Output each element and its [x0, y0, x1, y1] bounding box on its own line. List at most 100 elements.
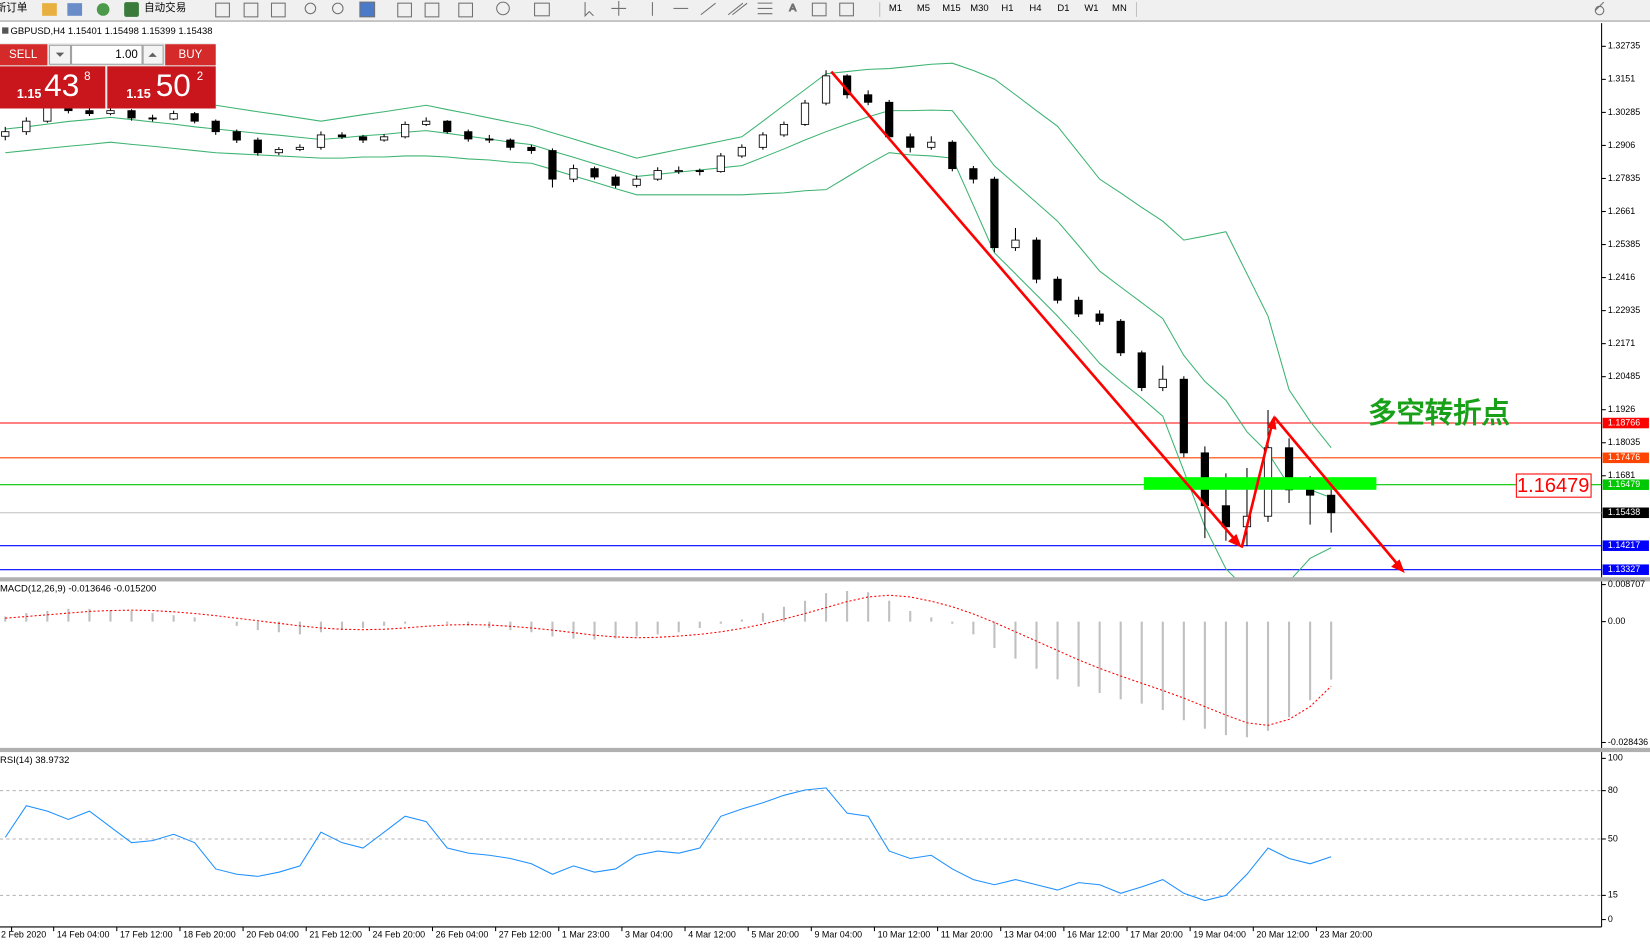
timeframe-button[interactable]: M30 — [970, 3, 988, 14]
icon[interactable] — [243, 2, 259, 18]
icon — [148, 52, 157, 57]
timeframe-button[interactable]: D1 — [1057, 3, 1069, 14]
timeframe-button[interactable]: M5 — [917, 3, 930, 14]
crosshair-tool[interactable] — [611, 1, 627, 16]
icon[interactable] — [42, 3, 57, 16]
level-label-bg — [1602, 564, 1649, 575]
trend-arrow — [1273, 416, 1401, 568]
timeframe-button[interactable]: MN — [1112, 3, 1127, 14]
candle-body — [1032, 239, 1041, 280]
panel-separator — [0, 747, 1650, 753]
price-small[interactable]: 2 — [197, 71, 203, 83]
price-prefix[interactable]: 1.15 — [17, 87, 42, 101]
toolbar-bg — [0, 0, 1650, 22]
buy-price-box[interactable] — [107, 66, 216, 109]
icon[interactable] — [424, 2, 440, 18]
timeframe-button[interactable]: H1 — [1001, 3, 1013, 14]
y-tick-label: 0 — [1608, 914, 1613, 924]
sell-button[interactable] — [0, 44, 48, 66]
level-label: 1.17476 — [1608, 452, 1640, 462]
y-tick-label: 1.3151 — [1608, 74, 1635, 84]
y-tick-label: 80 — [1608, 785, 1618, 795]
candle-body — [527, 146, 536, 151]
x-tick-label: 5 Mar 20:00 — [751, 930, 799, 940]
trendline-tool[interactable] — [700, 2, 716, 16]
label-tool[interactable] — [811, 2, 827, 17]
candle-body — [1011, 239, 1020, 249]
icon[interactable] — [96, 3, 110, 16]
icon[interactable] — [496, 1, 510, 16]
y-tick-label: 1.1681 — [1608, 470, 1635, 480]
candle-body — [274, 149, 283, 154]
toolbar: 新订单 自动交易 A M1 M5 M15 M30 H1 H4 D1 W1 MN — [0, 0, 1650, 22]
candle-body — [800, 102, 810, 125]
icon[interactable] — [215, 2, 230, 18]
icon[interactable] — [534, 2, 550, 17]
lot-input[interactable] — [71, 44, 143, 65]
y-tick-label: 0.008707 — [1608, 579, 1645, 589]
y-tick-label: 50 — [1608, 833, 1618, 843]
axes: 1.32735 1.3151 1.30285 1.2906 1.27835 1.2661 1… — [1, 41, 1649, 940]
price-box — [1515, 473, 1592, 498]
timeframe-button[interactable]: M15 — [942, 3, 960, 14]
one-click-trading: SELL 1.00 BUY 1.15 43 8 1.15 50 2 — [0, 43, 216, 109]
candle-body — [737, 146, 746, 157]
level-label: 1.14217 — [1608, 540, 1640, 550]
x-tick-label: 4 Mar 12:00 — [688, 930, 736, 940]
candle-body — [358, 136, 368, 141]
trend-arrow — [1240, 423, 1274, 549]
price-prefix[interactable]: 1.15 — [126, 87, 151, 101]
candle-body — [569, 168, 578, 180]
sell-label[interactable]: SELL — [9, 49, 38, 61]
macd-panel — [4, 590, 1333, 738]
icon[interactable] — [359, 1, 376, 18]
candle-body — [1116, 320, 1125, 354]
x-tick-label: 26 Feb 04:00 — [436, 930, 489, 940]
x-tick-label: 14 Feb 04:00 — [57, 930, 110, 940]
candle-body — [1095, 313, 1104, 322]
icon[interactable] — [67, 3, 83, 16]
candle-body — [1284, 447, 1294, 491]
candle-body — [85, 110, 94, 115]
price-panel — [0, 62, 1602, 578]
level-label-bg — [1602, 452, 1649, 464]
x-tick-label: 19 Mar 04:00 — [1193, 930, 1246, 940]
timeframe-button[interactable]: M1 — [889, 3, 902, 14]
price-small[interactable]: 8 — [84, 71, 90, 83]
auto-trading-icon[interactable] — [124, 2, 139, 17]
price-big[interactable]: 50 — [156, 67, 191, 103]
candle-body — [464, 131, 473, 140]
new-order-button[interactable]: 新订单 — [0, 1, 27, 14]
channel-tool[interactable] — [727, 2, 748, 16]
arrows-tool[interactable] — [839, 2, 854, 17]
bollinger-middle — [5, 109, 1332, 499]
zoom-in[interactable] — [304, 2, 317, 15]
timeframe-button[interactable]: W1 — [1084, 3, 1098, 14]
x-tick-label: 13 Mar 04:00 — [1004, 930, 1057, 940]
icon[interactable] — [397, 2, 412, 18]
candle-body — [653, 170, 662, 180]
candle-body — [969, 168, 978, 180]
icon[interactable] — [458, 2, 474, 18]
zoom-out[interactable] — [331, 2, 344, 15]
x-tick-label: 24 Feb 20:00 — [373, 930, 426, 940]
candle-body — [1158, 378, 1167, 389]
level-label: 1.18766 — [1608, 417, 1640, 427]
sell-price-box[interactable] — [0, 66, 106, 109]
search-icon[interactable] — [1594, 1, 1605, 16]
buy-button[interactable] — [165, 44, 216, 66]
candle-body — [632, 178, 641, 186]
timeframe-button[interactable]: H4 — [1029, 3, 1041, 14]
buy-label[interactable]: BUY — [179, 49, 203, 61]
cursor-tool[interactable] — [584, 2, 594, 18]
y-tick-label: -0.028436 — [1608, 737, 1648, 747]
auto-trading-button[interactable]: 自动交易 — [144, 1, 186, 14]
icon[interactable] — [270, 2, 286, 18]
fibo-tool[interactable] — [757, 2, 773, 15]
lot-value[interactable]: 1.00 — [115, 49, 138, 61]
price-big[interactable]: 43 — [44, 67, 79, 103]
x-tick-label: 11 Mar 20:00 — [941, 930, 993, 940]
text-tool[interactable]: A — [789, 2, 797, 15]
y-tick-label: 1.22935 — [1608, 305, 1640, 315]
